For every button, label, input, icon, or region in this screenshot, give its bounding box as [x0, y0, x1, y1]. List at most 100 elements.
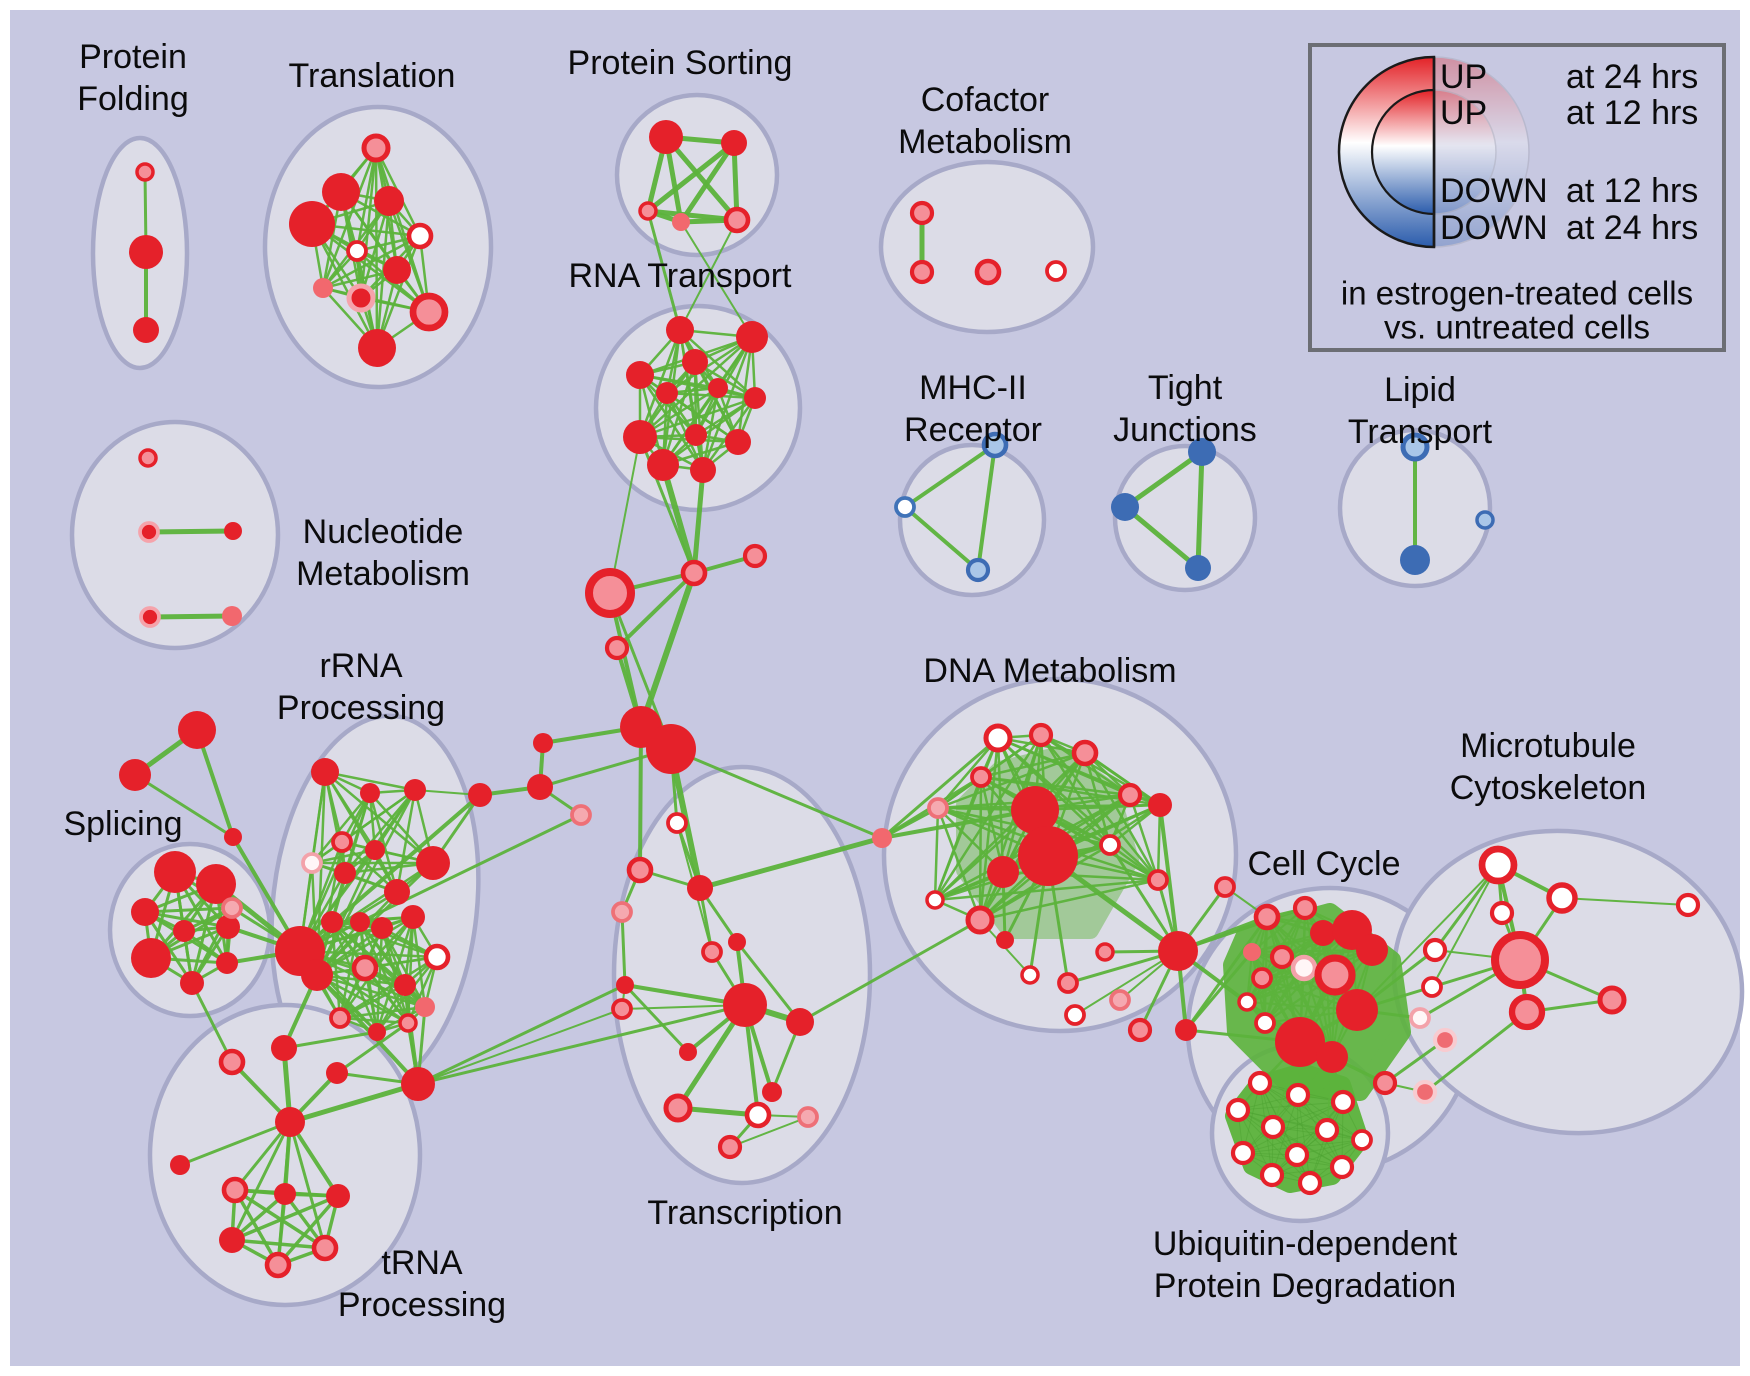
gene-node: [744, 1101, 772, 1129]
network-edge: [1271, 1139, 1363, 1176]
gene-node: [685, 424, 707, 446]
network-edge: [368, 791, 399, 894]
cluster-label-protein-sorting: Protein Sorting: [568, 44, 793, 82]
cluster-label-mhc-ii-receptor: Receptor: [904, 411, 1042, 449]
gene-node: [178, 711, 216, 749]
gene-node: [742, 543, 768, 569]
gene-node: [222, 606, 242, 626]
gene-node: [1290, 954, 1318, 982]
gene-node: [264, 1251, 292, 1279]
legend-caption: in estrogen-treated cells: [1341, 275, 1693, 312]
gene-node: [1020, 965, 1040, 985]
legend-row-direction: DOWN: [1440, 209, 1548, 247]
network-edge: [665, 391, 757, 400]
gene-node: [1284, 1142, 1310, 1168]
gene-node: [649, 120, 683, 154]
gene-node: [1099, 834, 1121, 856]
gene-node: [196, 864, 236, 904]
gene-node: [1259, 1162, 1285, 1188]
gene-node: [1336, 989, 1378, 1031]
gene-node: [139, 606, 161, 628]
network-edge: [1242, 1101, 1344, 1154]
gene-node: [725, 429, 751, 455]
network-edge: [978, 878, 1160, 922]
network-edge: [359, 146, 378, 300]
gene-node: [570, 804, 592, 826]
network-edge: [343, 791, 372, 875]
network-edge: [343, 788, 417, 875]
gene-node: [680, 559, 708, 587]
gene-node: [289, 201, 335, 247]
network-edge: [411, 915, 427, 1009]
network-edge: [338, 955, 439, 1020]
cluster-label-rrna-processing: Processing: [277, 689, 445, 727]
gene-node: [274, 1183, 296, 1205]
network-edge: [310, 770, 327, 865]
gene-node: [346, 283, 376, 313]
gene-node: [368, 1023, 386, 1041]
gene-node: [1508, 993, 1546, 1031]
network-edge: [735, 940, 802, 1024]
cluster-label-trna-processing: Processing: [338, 1286, 506, 1324]
cluster-label-tight-junctions: Junctions: [1113, 411, 1257, 449]
network-edge: [146, 528, 236, 535]
gene-node: [1175, 1019, 1197, 1041]
network-edge: [620, 910, 627, 987]
gene-node: [909, 259, 935, 285]
gene-node: [1011, 786, 1059, 834]
gene-node: [218, 1048, 246, 1076]
cluster-label-ubiquitin-degradation: Ubiquitin-dependent: [1153, 1225, 1458, 1263]
network-edge: [979, 751, 1087, 779]
network-edge: [233, 1188, 280, 1267]
gene-node: [1111, 493, 1139, 521]
network-edge: [375, 234, 422, 350]
gene-node: [1421, 976, 1443, 998]
gene-node: [173, 920, 195, 942]
legend-row-time: at 12 hrs: [1566, 172, 1698, 210]
network-edge: [282, 1030, 379, 1050]
legend-row-direction: UP: [1440, 58, 1487, 96]
gene-node: [468, 783, 492, 807]
cluster-label-translation: Translation: [289, 57, 456, 95]
gene-node: [1329, 1154, 1355, 1180]
cluster-label-protein-folding: Folding: [77, 80, 189, 118]
cluster-ellipse-tight-junctions: [1112, 443, 1258, 593]
gene-node: [672, 213, 690, 231]
cluster-label-trna-processing: tRNA: [381, 1244, 463, 1282]
network-edge: [660, 462, 697, 576]
gene-node: [1475, 510, 1495, 530]
network-edge: [323, 770, 435, 865]
cluster-label-microtubule-cytoskeleton: Cytoskeleton: [1450, 769, 1647, 807]
network-edge: [1383, 1038, 1447, 1085]
gene-node: [1237, 992, 1257, 1012]
network-edge: [976, 443, 997, 572]
cluster-ellipse-trna-processing: [147, 1002, 423, 1308]
gene-node: [1597, 985, 1627, 1015]
gene-node: [1314, 1117, 1340, 1143]
gene-node: [350, 912, 370, 932]
gene-node: [927, 797, 949, 819]
gene-node: [351, 954, 379, 982]
gene-node: [1071, 739, 1099, 767]
gene-node: [361, 133, 391, 163]
network-edge: [287, 1081, 421, 1125]
gene-node: [1489, 900, 1515, 926]
gene-node: [1292, 895, 1318, 921]
network-edge: [736, 335, 754, 444]
gene-node: [1045, 260, 1067, 282]
legend-glyph-inner-left-12hr: [1370, 88, 1436, 216]
gene-node: [1095, 942, 1115, 962]
gene-node: [1546, 882, 1578, 914]
network-edge: [903, 505, 980, 572]
gene-node: [1251, 967, 1273, 989]
gene-node: [360, 783, 380, 803]
gene-node: [626, 856, 654, 884]
gene-node: [326, 1184, 350, 1208]
network-edge: [1423, 1010, 1529, 1094]
gene-node: [1225, 1097, 1251, 1123]
network-edge: [623, 983, 690, 1054]
network-edge: [1271, 1101, 1344, 1176]
gene-node: [170, 1155, 190, 1175]
network-edge: [903, 443, 997, 509]
gene-node: [894, 496, 916, 518]
